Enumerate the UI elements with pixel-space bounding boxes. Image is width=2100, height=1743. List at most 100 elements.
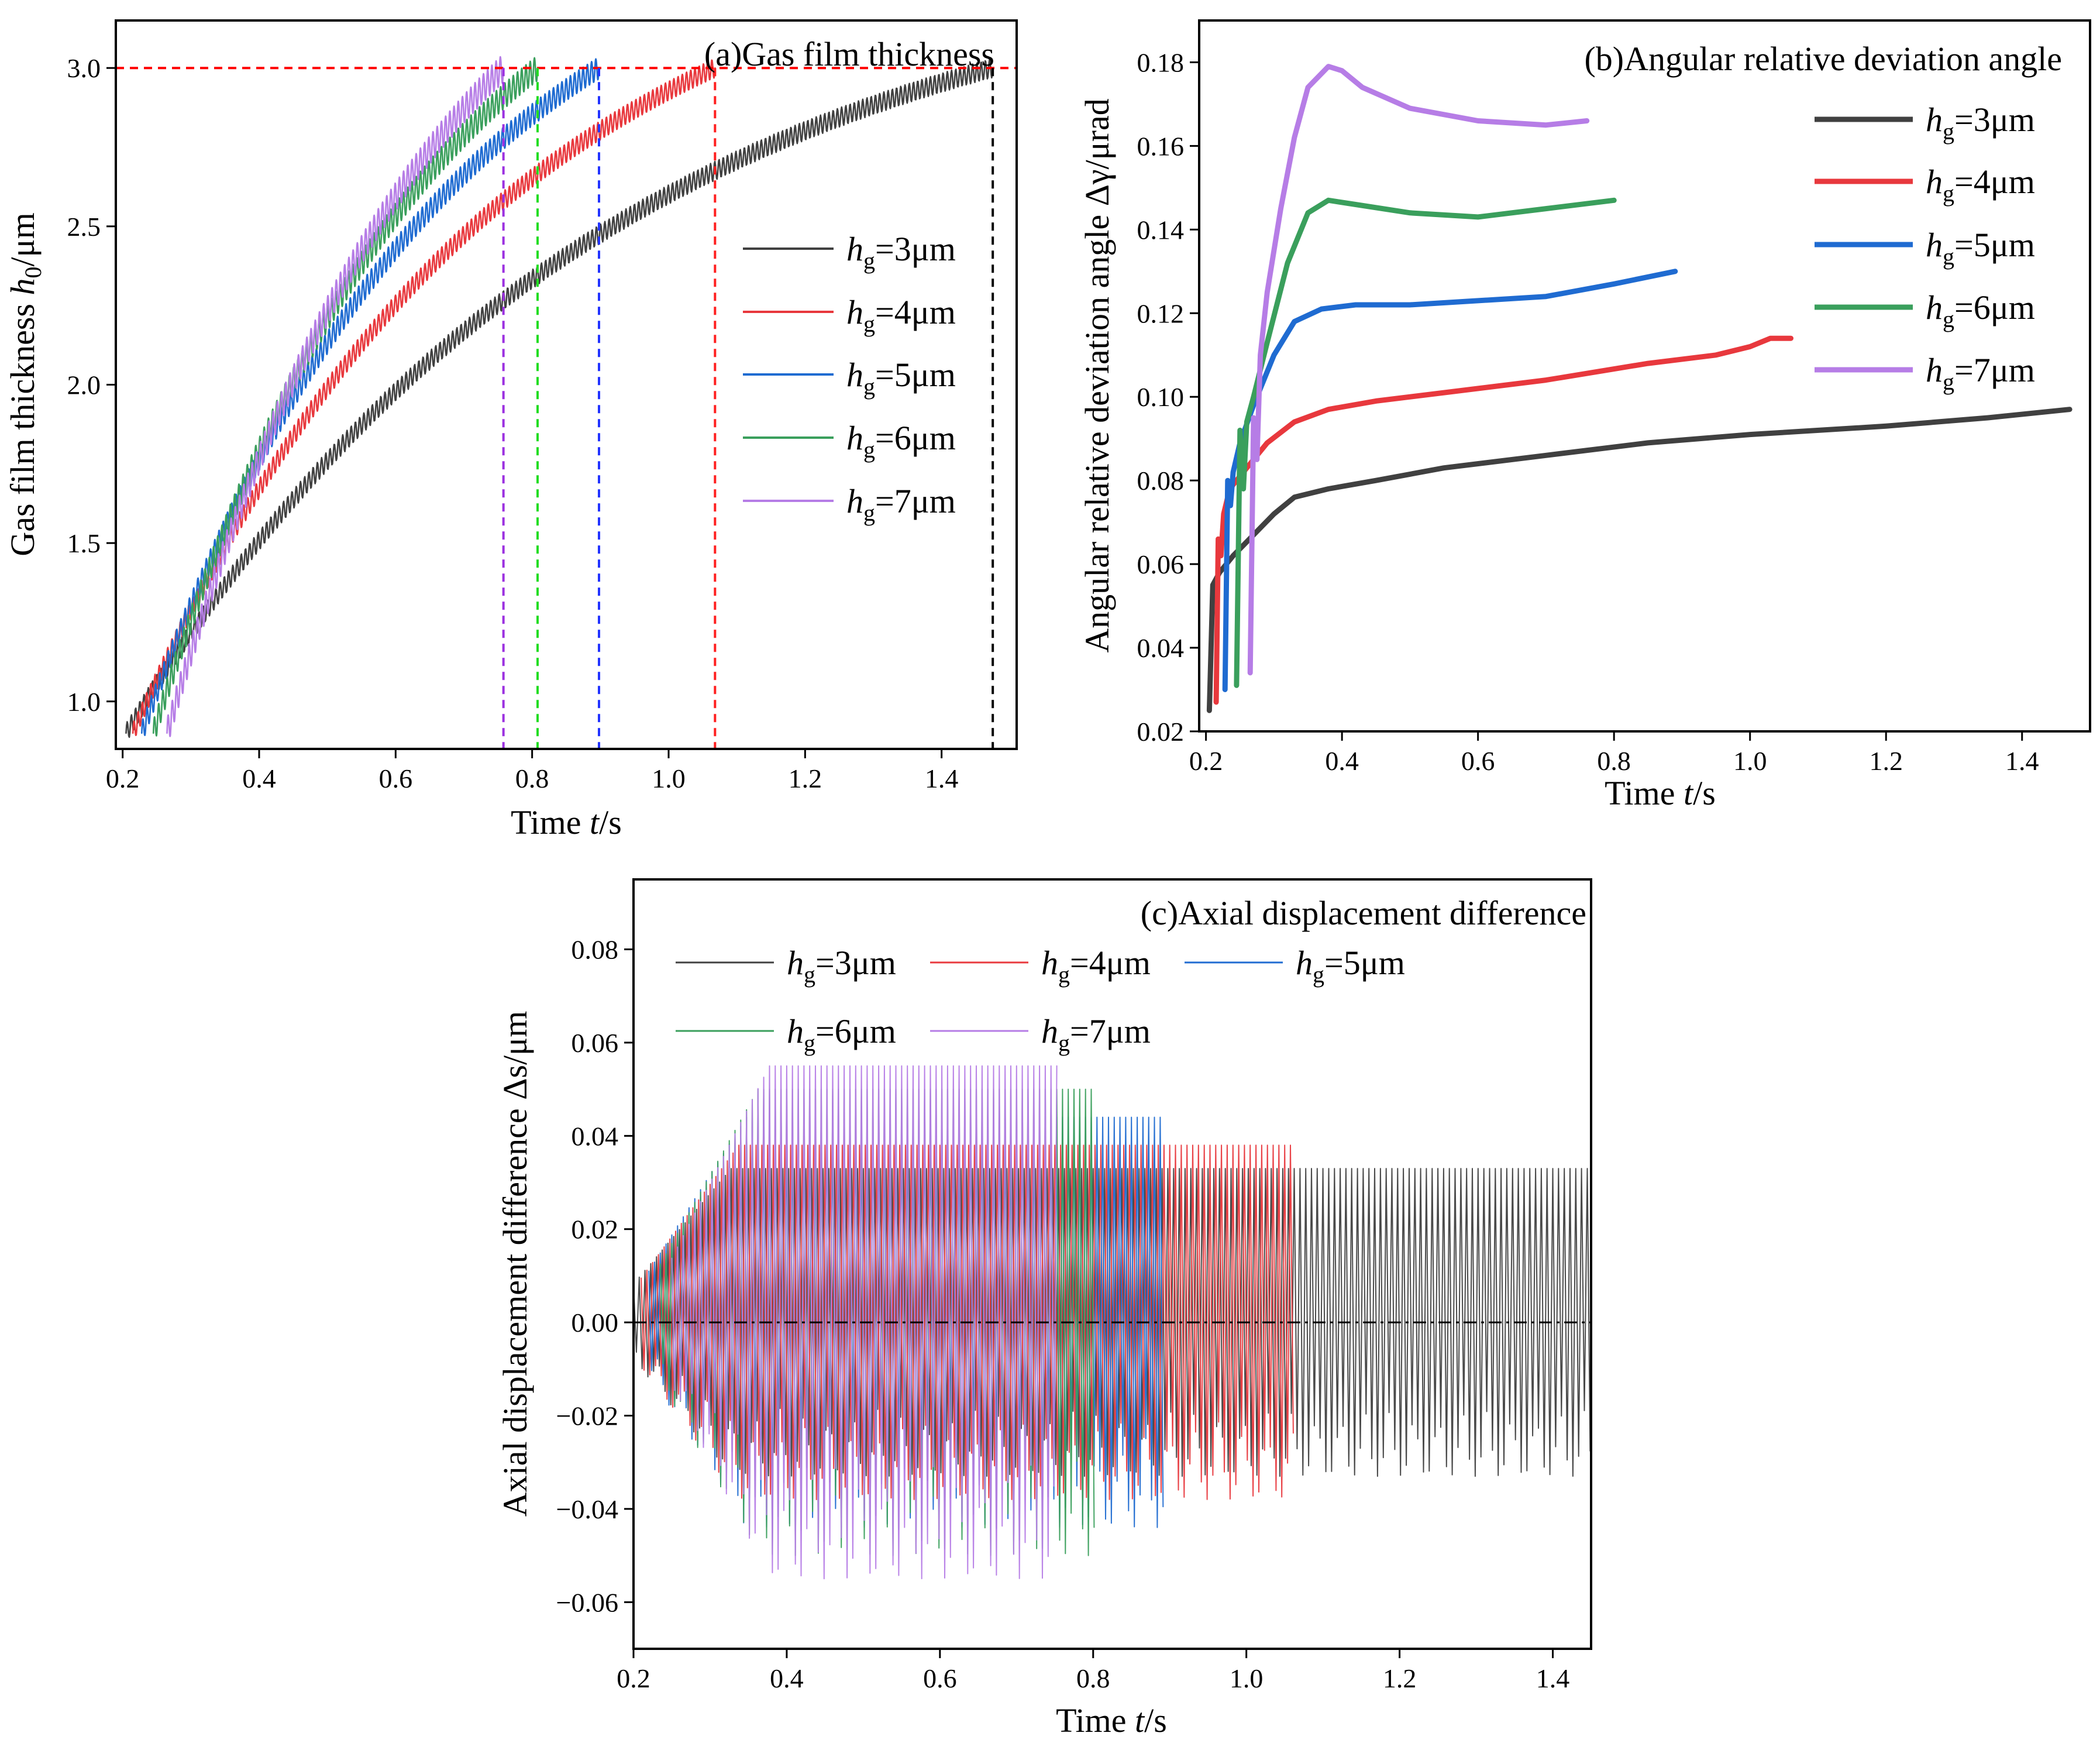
legend-label: hg=6μm — [787, 1012, 896, 1056]
panel-c-y-tick-label: −0.04 — [556, 1494, 618, 1524]
panel-b-y-tick-label: 0.02 — [1137, 717, 1185, 747]
legend-label: hg=5μm — [1296, 944, 1405, 988]
legend-sub: g — [863, 373, 875, 400]
panel-b-series-line — [1247, 64, 1590, 676]
legend-sub: g — [1943, 118, 1954, 145]
legend-label: hg=7μm — [1041, 1012, 1151, 1056]
legend-sub: g — [1943, 369, 1954, 395]
legend-label: hg=4μm — [846, 293, 956, 337]
panel-a-y-tick-label: 1.5 — [67, 528, 101, 558]
panel-b-y-tick-label: 0.04 — [1137, 633, 1185, 663]
legend-sub: g — [1058, 1030, 1070, 1056]
panel-b-x-tick-label: 0.6 — [1461, 746, 1495, 776]
panel-b-x-tick-label: 0.8 — [1597, 746, 1631, 776]
panel-b-x-label-unit: /s — [1693, 774, 1716, 812]
panel-c-x-tick-label: 1.4 — [1536, 1663, 1570, 1693]
panel-a-x-tick-label: 1.4 — [925, 764, 959, 793]
legend-value: =3μm — [815, 944, 896, 982]
panel-c-y-tick-label: −0.02 — [556, 1401, 618, 1431]
legend-var: h — [1926, 101, 1943, 139]
legend-var: h — [846, 230, 863, 268]
panel-a-x-tick-label: 0.8 — [515, 764, 549, 793]
panel-a-x-label-main: Time — [511, 803, 590, 841]
panel-c-y-tick-label: 0.02 — [572, 1215, 619, 1244]
panel-c-plot-frame — [632, 878, 1592, 1650]
panel-c-x-label-unit: /s — [1144, 1701, 1167, 1739]
legend-var: h — [1041, 1012, 1058, 1050]
legend-value: =6μm — [815, 1012, 896, 1050]
panel-a-series-line — [141, 58, 600, 737]
panel-b-x-tick-label: 1.0 — [1733, 746, 1767, 776]
panel-c-y-tick-label: 0.00 — [572, 1308, 619, 1338]
legend-sub: g — [863, 436, 875, 463]
panel-c-x-label-main: Time — [1056, 1701, 1135, 1739]
legend-sub: g — [804, 961, 815, 988]
legend-value: =6μm — [1954, 288, 2035, 326]
legend-sub: g — [804, 1030, 815, 1056]
legend-value: =4μm — [875, 293, 956, 331]
panel-c-x-axis: 0.2 0.4 0.6 0.8 1.0 1.2 1.4 — [617, 1649, 1569, 1693]
legend-label: hg=7μm — [1926, 351, 2035, 395]
panel-a-title: (a)Gas film thickness — [704, 35, 994, 73]
legend-label: hg=3μm — [1926, 101, 2035, 145]
panel-c-y-tick-label: 0.04 — [572, 1121, 619, 1151]
panel-b-x-tick-label: 0.2 — [1189, 746, 1223, 776]
legend-sub: g — [1943, 306, 1954, 332]
legend-sub: g — [863, 311, 875, 337]
legend-value: =4μm — [1954, 163, 2035, 201]
panel-a-series-group — [125, 56, 994, 738]
panel-c-axial-displacement: 0.2 0.4 0.6 0.8 1.0 1.2 1.4 −0.06 −0.04 −0.02 0.0… — [496, 878, 1592, 1739]
panel-c-series-line — [641, 1144, 1294, 1500]
legend-value: =3μm — [875, 230, 956, 268]
legend-label: hg=5μm — [846, 356, 956, 400]
panel-c-x-axis-title: Time t/s — [1056, 1701, 1167, 1739]
legend-label: hg=7μm — [846, 482, 956, 526]
panel-b-y-tick-label: 0.12 — [1137, 298, 1185, 328]
legend-label: hg=3μm — [787, 944, 896, 988]
legend-label: hg=5μm — [1926, 226, 2035, 270]
panel-a-series-line — [166, 56, 504, 737]
panel-c-x-tick-label: 0.4 — [770, 1663, 804, 1693]
legend-var: h — [787, 944, 804, 982]
legend-value: =3μm — [1954, 101, 2035, 139]
legend-value: =4μm — [1070, 944, 1151, 982]
panel-b-y-tick-label: 0.16 — [1137, 131, 1185, 161]
panel-c-y-tick-label: 0.08 — [572, 935, 619, 965]
panel-b-y-axis-title: Angular relative deviation angle Δγ/μrad — [1078, 98, 1116, 653]
panel-a-y-tick-label: 2.0 — [67, 370, 101, 400]
panel-b-y-tick-label: 0.08 — [1137, 466, 1185, 496]
panel-c-y-tick-label: −0.06 — [556, 1587, 618, 1617]
legend-var: h — [1926, 351, 1943, 389]
panel-c-x-tick-label: 0.8 — [1076, 1663, 1110, 1693]
panel-a-y-axis-title: Gas film thickness h0/μm — [4, 212, 46, 556]
panel-c-title: (c)Axial displacement difference — [1141, 894, 1586, 932]
panel-b-series-group — [1206, 64, 2073, 713]
legend-value: =5μm — [1954, 226, 2035, 264]
panel-b-y-tick-label: 0.14 — [1137, 215, 1185, 245]
panel-a-x-tick-label: 0.6 — [379, 764, 413, 793]
panel-c-x-tick-label: 1.2 — [1383, 1663, 1417, 1693]
panel-b-series-line — [1222, 269, 1678, 692]
panel-b-x-label-main: Time — [1605, 774, 1684, 812]
panel-b-series-line — [1213, 335, 1793, 705]
legend-label: hg=3μm — [846, 230, 956, 274]
legend-var: h — [1041, 944, 1058, 982]
panel-b-plot-frame — [1198, 19, 2091, 733]
panel-b-x-axis: 0.2 0.4 0.6 0.8 1.0 1.2 1.4 — [1189, 731, 2039, 776]
panel-c-x-tick-label: 1.0 — [1230, 1663, 1264, 1693]
panel-a-x-tick-label: 1.2 — [789, 764, 822, 793]
panel-a-y-axis: 1.0 1.5 2.0 2.5 3.0 — [67, 53, 116, 717]
panel-a-y-label-var: h — [4, 279, 42, 295]
panel-b-x-tick-label: 1.4 — [2005, 746, 2039, 776]
panel-a-y-tick-label: 2.5 — [67, 212, 101, 242]
legend-sub: g — [863, 247, 875, 274]
legend-var: h — [1926, 288, 1943, 326]
panel-b-y-axis: 0.02 0.04 0.06 0.08 0.10 0.12 0.14 0.16 0.18 — [1137, 47, 1199, 747]
legend-var: h — [1926, 163, 1943, 201]
legend-sub: g — [1313, 961, 1324, 988]
panel-a-series-line — [152, 57, 539, 737]
panel-c-y-axis-title: Axial displacement difference Δs/μm — [496, 1011, 534, 1517]
legend-value: =7μm — [1954, 351, 2035, 389]
